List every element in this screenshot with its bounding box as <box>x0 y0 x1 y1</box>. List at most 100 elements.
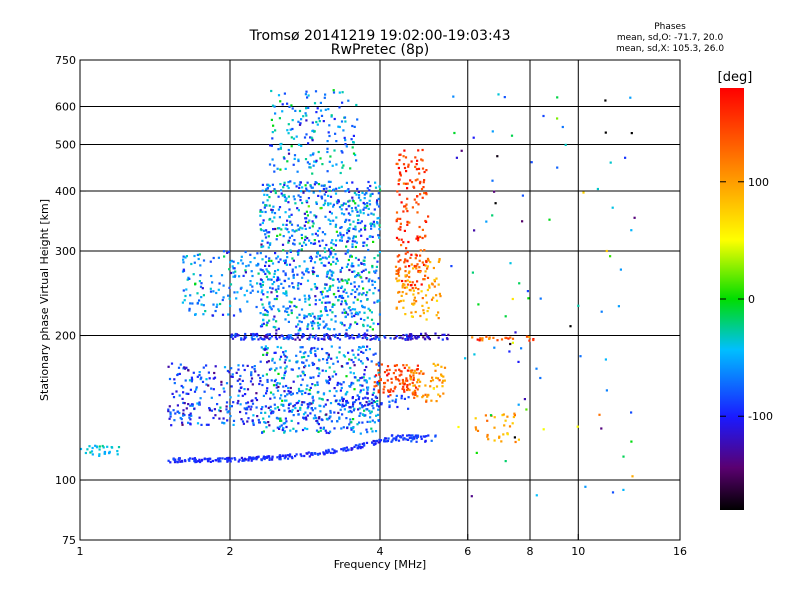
data-point <box>307 142 310 145</box>
data-point <box>277 195 280 198</box>
data-point <box>398 153 401 156</box>
data-point <box>263 457 266 461</box>
data-point <box>298 390 301 393</box>
data-point <box>256 252 259 255</box>
data-point <box>368 377 371 380</box>
data-point <box>285 384 288 388</box>
data-point <box>418 172 421 175</box>
data-point <box>313 346 316 350</box>
data-point <box>302 416 305 419</box>
data-point <box>358 346 361 349</box>
data-point <box>430 439 433 442</box>
data-point <box>400 397 403 400</box>
data-point <box>223 366 227 369</box>
data-point <box>282 270 285 273</box>
data-point <box>240 286 243 289</box>
data-point <box>314 90 318 93</box>
data-point <box>361 293 364 296</box>
data-point <box>274 252 277 255</box>
data-point <box>367 386 370 389</box>
data-point <box>414 393 417 396</box>
data-point <box>406 434 409 437</box>
data-point <box>215 459 218 462</box>
data-point <box>399 174 402 177</box>
data-point <box>300 383 303 387</box>
colorbar-tick-label: 0 <box>748 293 755 306</box>
data-point <box>408 270 411 273</box>
data-point <box>577 304 580 307</box>
data-point <box>287 334 290 337</box>
data-point <box>366 333 369 336</box>
data-point <box>233 275 236 278</box>
data-point <box>366 388 369 391</box>
data-point <box>322 120 325 123</box>
data-point <box>259 278 263 281</box>
data-point <box>283 430 286 433</box>
data-point <box>84 451 87 455</box>
data-point <box>341 101 344 104</box>
x-tick-label: 16 <box>673 545 687 558</box>
data-point <box>182 391 185 394</box>
data-point <box>91 453 94 456</box>
data-point <box>326 352 329 355</box>
data-point <box>266 296 269 299</box>
data-point <box>259 336 262 339</box>
data-point <box>346 232 349 235</box>
data-point <box>407 165 410 168</box>
data-point <box>259 377 262 380</box>
data-point <box>226 459 229 462</box>
data-point <box>399 268 402 271</box>
data-point <box>426 265 429 268</box>
data-point <box>414 165 417 168</box>
data-point <box>335 140 338 143</box>
data-point <box>377 322 380 326</box>
data-point <box>417 149 420 152</box>
data-point <box>261 406 264 409</box>
data-point <box>299 453 302 456</box>
data-point <box>356 423 359 426</box>
data-point <box>188 416 191 419</box>
data-point <box>191 378 194 381</box>
data-point <box>405 286 409 289</box>
data-point <box>232 275 235 278</box>
data-point <box>359 317 363 320</box>
data-point <box>364 404 367 407</box>
data-point <box>395 394 398 397</box>
data-point <box>411 302 414 305</box>
data-point <box>211 459 214 463</box>
data-point <box>352 382 355 385</box>
data-point <box>293 304 296 308</box>
data-point <box>198 458 201 461</box>
data-point <box>173 378 176 381</box>
data-point <box>604 358 607 361</box>
data-point <box>243 335 246 338</box>
data-point <box>307 106 310 109</box>
data-point <box>356 221 359 225</box>
data-point <box>347 212 350 215</box>
data-point <box>401 378 404 382</box>
data-point <box>312 272 315 276</box>
data-point <box>401 337 404 340</box>
data-point <box>268 196 271 199</box>
data-point <box>260 285 263 288</box>
data-point <box>375 201 378 204</box>
data-point <box>415 371 418 374</box>
data-point <box>342 290 345 293</box>
data-point <box>299 374 302 377</box>
data-point <box>374 442 377 445</box>
data-point <box>396 255 399 258</box>
data-point <box>304 217 307 220</box>
data-point <box>450 265 453 268</box>
data-point <box>254 457 257 460</box>
data-point <box>530 161 533 164</box>
data-point <box>259 223 262 226</box>
data-point <box>261 383 264 387</box>
data-point <box>406 384 409 387</box>
data-point <box>340 226 343 229</box>
data-point <box>277 277 280 280</box>
data-point <box>395 272 398 275</box>
data-point <box>301 346 304 349</box>
data-point <box>293 198 296 201</box>
data-point <box>325 450 328 453</box>
data-point <box>184 379 187 382</box>
